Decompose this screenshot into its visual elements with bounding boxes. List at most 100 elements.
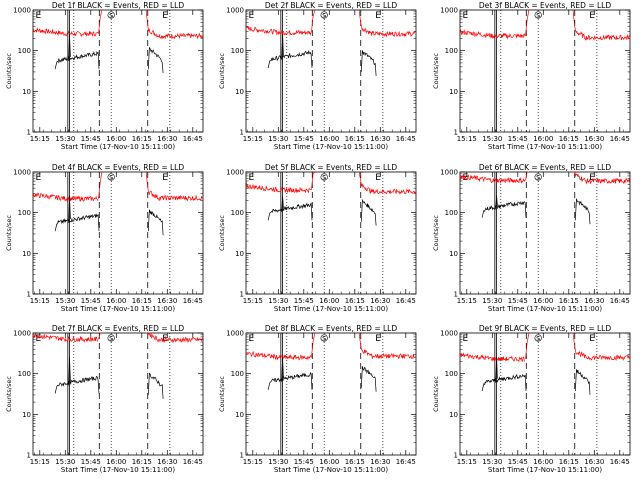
x-tick-label: 15:15 (30, 135, 50, 143)
y-tick-label: 1000 (226, 169, 244, 177)
chart-panel-2: Det 2f BLACK = Events, RED = LLD 1 10 100 10… (218, 1, 417, 151)
lld-series-post (358, 332, 416, 360)
marker-label: E (589, 334, 595, 344)
y-tick-label: 100 (445, 370, 458, 378)
marker-label: E (36, 334, 42, 344)
events-spike (281, 195, 284, 213)
y-tick-label: 1000 (13, 169, 31, 177)
x-tick-label: 15:30 (482, 297, 502, 305)
lld-series-rise (311, 332, 316, 358)
events-series-post (360, 198, 377, 226)
x-tick-label: 16:30 (584, 297, 604, 305)
chart-title: Det 1f BLACK = Events, RED = LLD (52, 1, 185, 10)
events-spike (281, 33, 284, 60)
marker-circle (320, 334, 328, 342)
y-axis-label: Counts/sec (218, 53, 226, 89)
x-tick-label: 15:15 (243, 297, 263, 305)
x-axis-label: Start Time (17-Nov-10 15:11:00) (488, 143, 602, 151)
x-tick-label: 16:45 (396, 297, 416, 305)
x-tick-label: 16:45 (183, 458, 203, 466)
lld-series-pre (459, 352, 525, 363)
lld-series-pre (245, 182, 312, 194)
x-tick-label: 15:15 (30, 458, 50, 466)
events-series-pre (267, 49, 313, 69)
y-tick-label: 1000 (226, 7, 244, 15)
lld-series-pre (459, 174, 526, 185)
x-axis-label: Start Time (17-Nov-10 15:11:00) (61, 305, 175, 313)
lld-series-post (358, 171, 416, 195)
events-spike (495, 356, 498, 383)
marker-circle (534, 11, 542, 19)
chart-title: Det 6f BLACK = Events, RED = LLD (479, 163, 612, 172)
x-tick-label: 15:45 (508, 135, 528, 143)
marker-circle (534, 334, 542, 342)
events-spike (495, 195, 498, 210)
chart-title: Det 5f BLACK = Events, RED = LLD (265, 163, 398, 172)
marker-circle (107, 334, 115, 342)
y-tick-label: 100 (231, 209, 244, 217)
events-series-pre (267, 202, 313, 221)
events-series-post (574, 198, 591, 225)
x-axis-label: Start Time (17-Nov-10 15:11:00) (274, 143, 388, 151)
x-tick-label: 16:00 (533, 135, 553, 143)
marker-label: E (162, 11, 168, 21)
x-tick-label: 16:30 (370, 297, 390, 305)
x-tick-label: 16:00 (533, 297, 553, 305)
y-tick-label: 1000 (440, 330, 458, 338)
plot-frame (459, 9, 631, 133)
y-tick-label: 10 (449, 88, 458, 96)
marker-label: E (463, 334, 469, 344)
marker-label: S (322, 174, 326, 182)
marker-label: S (536, 12, 540, 20)
chart-panel-4: Det 4f BLACK = Events, RED = LLD 1 10 100 10… (5, 163, 204, 313)
chart-panel-6: Det 6f BLACK = Events, RED = LLD 1 10 100 10… (432, 163, 631, 313)
lld-series-post (145, 171, 203, 202)
lld-series-post (145, 9, 204, 40)
x-tick-label: 16:00 (319, 458, 339, 466)
y-tick-label: 10 (235, 411, 244, 419)
lld-series-rise (311, 171, 316, 191)
marker-label: S (536, 174, 540, 182)
chart-title: Det 8f BLACK = Events, RED = LLD (265, 324, 398, 333)
x-tick-label: 15:30 (55, 297, 75, 305)
events-series-post (360, 50, 377, 76)
marker-label: E (162, 173, 168, 183)
y-tick-label: 1000 (440, 7, 458, 15)
events-spike (281, 356, 284, 382)
events-series-post (147, 372, 164, 399)
chart-panel-1: Det 1f BLACK = Events, RED = LLD 1 10 100 10… (5, 1, 204, 151)
chart-title: Det 4f BLACK = Events, RED = LLD (52, 163, 185, 172)
x-tick-label: 15:15 (457, 458, 477, 466)
y-tick-label: 1000 (226, 330, 244, 338)
x-tick-label: 15:15 (243, 135, 263, 143)
lld-series-rise (98, 9, 103, 34)
x-tick-label: 16:15 (132, 297, 152, 305)
lld-series-pre (460, 29, 526, 40)
y-tick-label: 10 (22, 250, 31, 258)
marker-label: E (249, 334, 255, 344)
lld-series-rise (525, 332, 530, 360)
x-tick-label: 16:30 (157, 458, 177, 466)
y-tick-label: 100 (18, 370, 31, 378)
y-tick-label: 10 (22, 88, 31, 96)
chart-panel-3: Det 3f BLACK = Events, RED = LLD 1 10 100 10… (432, 1, 631, 151)
events-series-pre (481, 373, 527, 392)
y-tick-label: 100 (445, 209, 458, 217)
marker-label: S (322, 12, 326, 20)
x-tick-label: 15:45 (81, 135, 101, 143)
marker-label: S (536, 335, 540, 343)
chart-panel-5: Det 5f BLACK = Events, RED = LLD 1 10 100 10… (218, 163, 417, 313)
x-tick-label: 16:45 (183, 297, 203, 305)
lld-series-pre (32, 192, 99, 203)
y-tick-label: 1 (27, 452, 31, 460)
x-tick-label: 16:45 (610, 297, 630, 305)
y-tick-label: 1 (27, 291, 31, 299)
x-tick-label: 16:30 (370, 458, 390, 466)
x-tick-label: 16:45 (396, 458, 416, 466)
events-series-pre (54, 213, 100, 232)
x-tick-label: 15:15 (457, 297, 477, 305)
marker-label: S (109, 335, 113, 343)
plot-frame (245, 9, 417, 133)
x-tick-label: 15:30 (482, 458, 502, 466)
x-tick-label: 15:45 (294, 458, 314, 466)
